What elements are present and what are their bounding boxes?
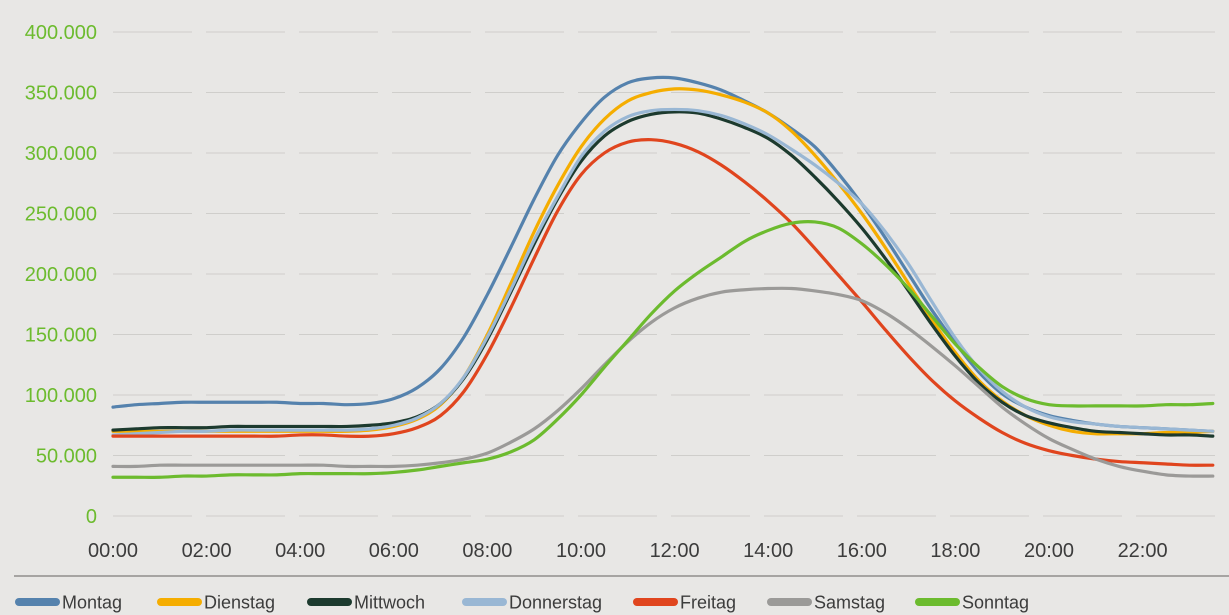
x-tick-label: 18:00	[930, 540, 980, 562]
x-axis-tick-labels: 00:00 02:00 04:00 06:00 08:00 10:00 12:00 14:00…	[88, 540, 1168, 562]
series-line-sonntag	[111, 220, 1215, 479]
y-tick-label: 0	[86, 506, 97, 528]
x-tick-label: 00:00	[88, 540, 138, 562]
series-line-montag	[111, 75, 1215, 433]
x-tick-label: 14:00	[743, 540, 793, 562]
legend-label-sonntag: Sonntag	[962, 593, 1029, 613]
series-lines	[111, 75, 1215, 479]
y-tick-label: 200.000	[25, 264, 97, 286]
x-tick-label: 02:00	[182, 540, 232, 562]
x-tick-label: 10:00	[556, 540, 606, 562]
x-tick-label: 20:00	[1024, 540, 1074, 562]
y-tick-label: 150.000	[25, 325, 97, 347]
y-tick-label: 400.000	[25, 22, 97, 44]
x-tick-label: 06:00	[369, 540, 419, 562]
y-tick-label: 350.000	[25, 83, 97, 105]
x-tick-label: 12:00	[650, 540, 700, 562]
legend-label-freitag: Freitag	[680, 593, 736, 613]
x-tick-label: 04:00	[275, 540, 325, 562]
x-tick-label: 08:00	[462, 540, 512, 562]
legend-label-donnerstag: Donnerstag	[509, 593, 602, 613]
series-line-samstag	[111, 286, 1215, 478]
y-tick-label: 100.000	[25, 385, 97, 407]
series-line-donnerstag	[111, 107, 1215, 437]
grid-lines	[113, 31, 1229, 517]
legend-label-dienstag: Dienstag	[204, 593, 275, 613]
legend-label-mittwoch: Mittwoch	[354, 593, 425, 613]
legend-label-samstag: Samstag	[814, 593, 885, 613]
y-axis-tick-labels: 0 50.000 100.000 150.000 200.000 250.000 300.0…	[25, 22, 97, 528]
y-tick-label: 50.000	[36, 446, 97, 468]
legend-label-montag: Montag	[62, 593, 122, 613]
y-tick-label: 250.000	[25, 204, 97, 226]
series-line-freitag	[111, 138, 1215, 467]
x-tick-label: 16:00	[837, 540, 887, 562]
x-tick-label: 22:00	[1118, 540, 1168, 562]
series-line-mittwoch	[111, 110, 1215, 438]
y-tick-label: 300.000	[25, 143, 97, 165]
legend: Montag Dienstag Mittwoch Donnerstag Freitag S…	[15, 593, 1029, 613]
